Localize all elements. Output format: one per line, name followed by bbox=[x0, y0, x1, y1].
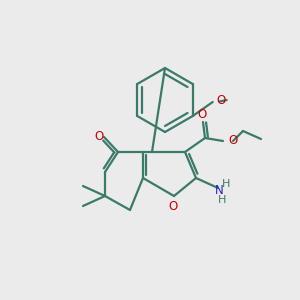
Text: H: H bbox=[218, 195, 226, 205]
Text: O: O bbox=[94, 130, 103, 142]
Text: O: O bbox=[197, 109, 207, 122]
Text: H: H bbox=[222, 179, 230, 189]
Text: O: O bbox=[228, 134, 237, 148]
Text: O: O bbox=[217, 94, 226, 107]
Text: O: O bbox=[168, 200, 178, 212]
Text: N: N bbox=[214, 184, 224, 196]
